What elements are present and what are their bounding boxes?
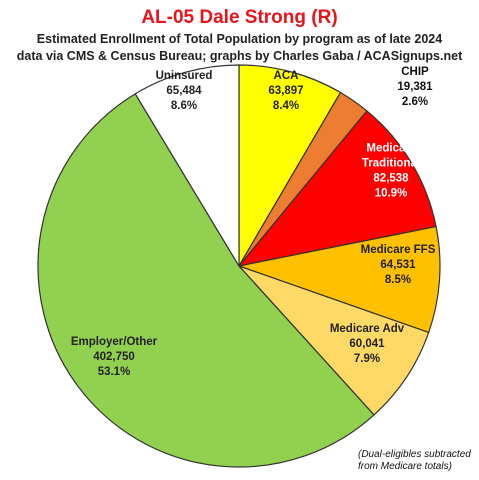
chart-title: AL-05 Dale Strong (R) bbox=[141, 7, 338, 28]
pie-slice-uninsured bbox=[134, 64, 240, 269]
slice-label-employer-other: Employer/Other 402,750 53.1% bbox=[71, 336, 158, 378]
slice-label-medicare-adv: Medicare Adv 60,041 7.9% bbox=[330, 323, 405, 365]
subtitle-line-2: data via CMS & Census Bureau; graphs by … bbox=[16, 49, 463, 63]
slice-label-medicare-ffs: Medicare FFS 64,531 8.5% bbox=[361, 244, 436, 286]
chart-subtitle: Estimated Enrollment of Total Population… bbox=[0, 31, 479, 65]
pie-slice-aca bbox=[238, 64, 342, 269]
footnote-line-2: from Medicare totals) bbox=[358, 461, 452, 472]
footnote-line-1: (Dual-eligibles subtracted bbox=[358, 449, 471, 460]
pie-slice-medicare-ffs bbox=[236, 225, 441, 334]
slice-label-chip: CHIP 19,381 2.6% bbox=[397, 66, 433, 108]
subtitle-line-1: Estimated Enrollment of Total Population… bbox=[36, 32, 443, 46]
pie-slice-medicaid-traditional bbox=[237, 110, 437, 267]
footnote: (Dual-eligibles subtracted from Medicare… bbox=[358, 449, 471, 473]
pie-slice-employer-other bbox=[37, 93, 375, 468]
slice-label-medicaid-traditional: Medicaid Traditional 82,538 10.9% bbox=[362, 143, 420, 200]
pie-slice-medicare-adv bbox=[238, 265, 430, 416]
slice-label-uninsured: Uninsured 65,484 8.6% bbox=[156, 70, 213, 112]
slice-label-aca: ACA 63,897 8.4% bbox=[268, 70, 303, 112]
